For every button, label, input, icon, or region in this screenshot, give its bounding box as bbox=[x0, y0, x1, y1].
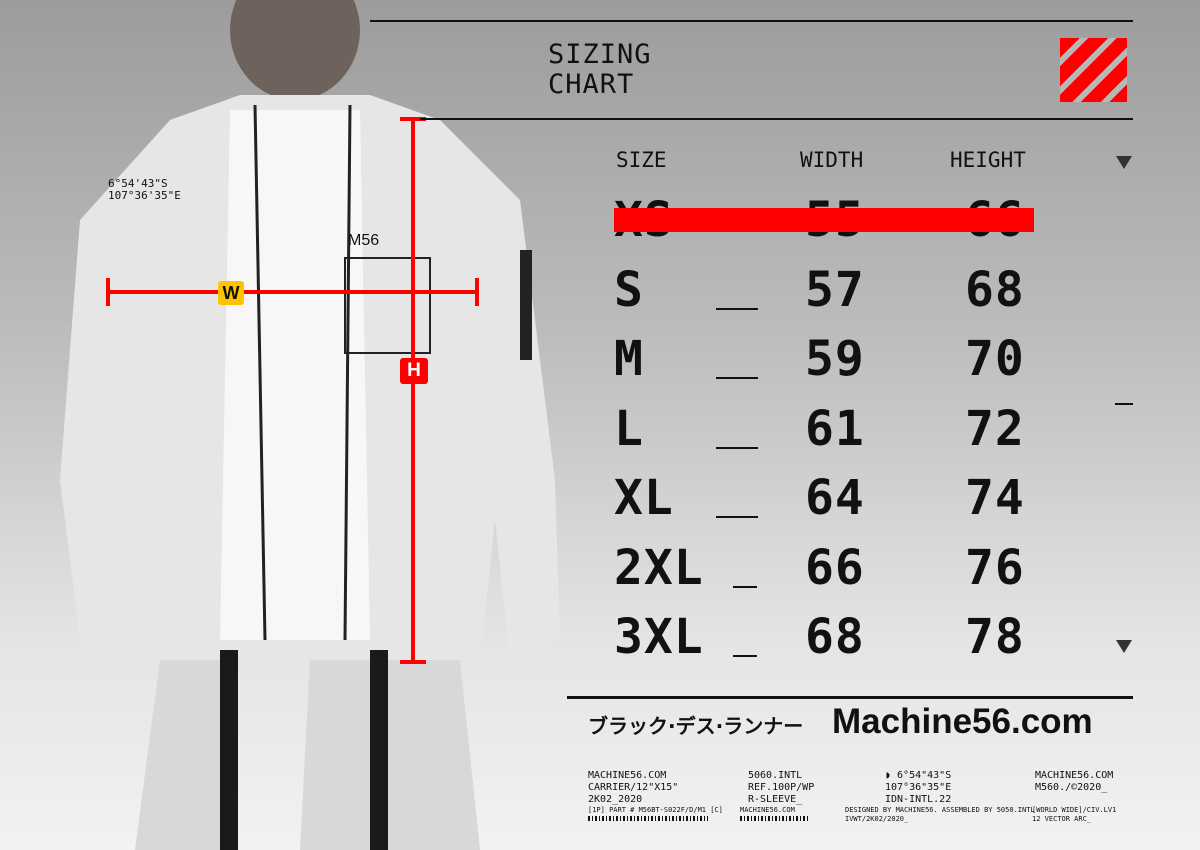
hazard-stripes-logo bbox=[1060, 38, 1127, 102]
top-divider bbox=[370, 20, 1133, 22]
width-measure-cap-right bbox=[475, 278, 479, 306]
size-row: 2XL 66 76 bbox=[0, 538, 1200, 598]
column-header-size: SIZE bbox=[616, 148, 667, 172]
width-value: 68 bbox=[805, 609, 865, 665]
height-measure-line bbox=[411, 120, 415, 662]
model-photo bbox=[60, 0, 560, 850]
height-value: 76 bbox=[965, 539, 1025, 596]
dash-separator bbox=[716, 307, 758, 310]
height-measure-cap-bottom bbox=[400, 660, 426, 664]
footer-site: MACHINE56.COM bbox=[740, 806, 795, 814]
size-row: XL 64 74 bbox=[0, 468, 1200, 528]
width-value: 64 bbox=[805, 470, 865, 526]
brand-divider bbox=[567, 696, 1133, 699]
footer-col-3: ◗ 6°54"43"S 107°36"35"E IDN-INTL.22 bbox=[885, 770, 952, 805]
width-value: 57 bbox=[805, 261, 865, 318]
side-tick-mark bbox=[1115, 403, 1133, 405]
jacket-coords-print: 6°54'43"S 107°36'35"E bbox=[108, 177, 181, 202]
footer-world-wide: [WORLD WIDE]/CIV.LV1 12 VECTOR ARC_ bbox=[1032, 806, 1117, 823]
size-row: M 59 70 bbox=[0, 329, 1200, 389]
footer-credits: DESIGNED BY MACHINE56. ASSEMBLED BY 5050… bbox=[845, 806, 1035, 823]
footer-part-number: [1P] PART # M56BT-S022F/D/M1 [C] bbox=[588, 806, 723, 814]
height-value: 78 bbox=[965, 609, 1025, 665]
dash-separator bbox=[716, 446, 758, 449]
dash-separator bbox=[733, 585, 757, 588]
title-line-1: SIZING bbox=[548, 39, 652, 70]
width-measure-cap-left bbox=[106, 278, 110, 306]
jacket-brand-print: M56 bbox=[348, 232, 380, 249]
size-row: L 61 72 bbox=[0, 399, 1200, 459]
height-value: 72 bbox=[965, 400, 1025, 457]
width-value: 61 bbox=[805, 400, 865, 457]
strike-through-bar bbox=[614, 208, 1034, 232]
column-header-width: WIDTH bbox=[800, 148, 864, 172]
height-value: 70 bbox=[965, 331, 1025, 387]
barcode bbox=[740, 816, 810, 821]
brand-site[interactable]: Machine56.com bbox=[832, 702, 1093, 741]
footer-col-2: 5060.INTL REF.100P/WP R-SLEEVE_ bbox=[748, 770, 815, 805]
height-measure-cap-top bbox=[400, 117, 426, 121]
size-label: L bbox=[614, 400, 644, 457]
size-label: XL bbox=[614, 470, 674, 526]
width-marker: W bbox=[218, 281, 244, 305]
header-divider bbox=[420, 118, 1133, 120]
width-value: 66 bbox=[805, 539, 865, 596]
height-value: 68 bbox=[965, 261, 1025, 318]
size-label: 3XL bbox=[614, 609, 704, 665]
page-title: SIZING CHART bbox=[548, 40, 652, 100]
size-label: 2XL bbox=[614, 539, 704, 596]
column-header-height: HEIGHT bbox=[950, 148, 1026, 172]
size-row: XS5566 bbox=[0, 190, 1200, 250]
footer-col-1: MACHINE56.COM CARRIER/12"X15" 2K02_2020 bbox=[588, 770, 679, 805]
width-measure-line bbox=[110, 290, 475, 294]
title-line-2: CHART bbox=[548, 69, 635, 100]
height-value: 74 bbox=[965, 470, 1025, 526]
size-row: 3XL 68 78 bbox=[0, 607, 1200, 667]
triangle-down-icon bbox=[1116, 156, 1132, 169]
japanese-brand-name: ブラック·デス·ランナー bbox=[588, 714, 804, 738]
barcode bbox=[588, 816, 708, 821]
footer-col-4: MACHINE56.COM M560./©2020_ bbox=[1035, 770, 1114, 793]
height-marker: H bbox=[400, 358, 428, 384]
dash-separator bbox=[733, 655, 757, 657]
size-label: M bbox=[614, 331, 644, 387]
dash-separator bbox=[716, 377, 758, 379]
triangle-down-icon bbox=[1116, 640, 1132, 653]
size-row: S 57 68 bbox=[0, 260, 1200, 320]
width-value: 59 bbox=[805, 331, 865, 387]
dash-separator bbox=[716, 516, 758, 518]
size-label: S bbox=[614, 261, 644, 318]
